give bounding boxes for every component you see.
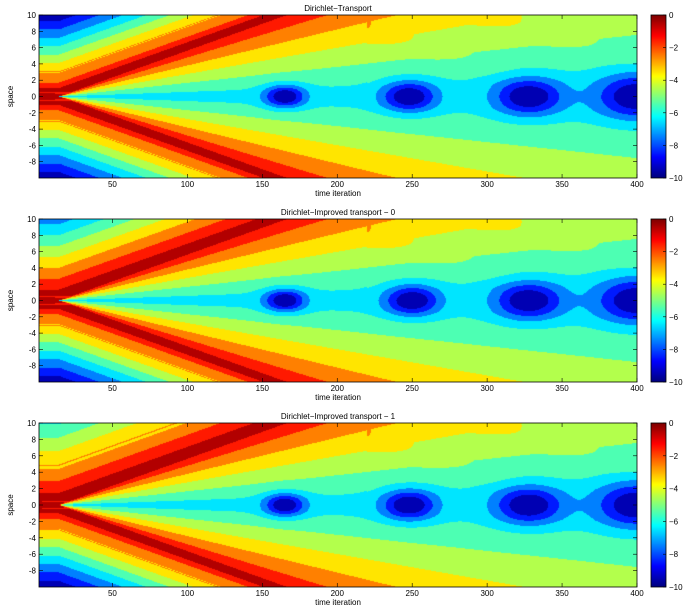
panel-2: Dirichlet−Improved transport − 050 100 150… [6, 208, 683, 402]
heatmap-image [39, 219, 637, 382]
colorbar-tick-label: −10 [669, 378, 683, 387]
x-tick-label: 250 [406, 384, 420, 393]
x-tick-label: 50 [108, 180, 117, 189]
colorbar-tick-label: −6 [669, 109, 679, 118]
colorbar-tick-label: 0 [669, 419, 674, 428]
x-tick-label: 100 [181, 589, 195, 598]
colorbar [651, 219, 666, 382]
panel-title: Dirichlet−Improved transport − 0 [281, 208, 396, 217]
x-tick-label: 250 [406, 180, 420, 189]
y-tick-label: 6 [32, 248, 37, 257]
colorbar-tick-label: −8 [669, 141, 679, 150]
y-tick-label: 2 [32, 485, 37, 494]
colorbar-tick-label: −6 [669, 313, 679, 322]
y-tick-label: 2 [32, 76, 37, 85]
y-tick-label: -6 [29, 345, 37, 354]
y-tick-label: -4 [29, 329, 37, 338]
x-tick-label: 300 [480, 589, 494, 598]
x-tick-label: 350 [555, 589, 569, 598]
y-tick-label: 6 [32, 452, 37, 461]
x-tick-label: 150 [256, 384, 270, 393]
y-tick-label: -8 [29, 567, 37, 576]
y-tick-label: -2 [29, 313, 37, 322]
y-tick-label: -2 [29, 109, 37, 118]
colorbar-tick-label: −8 [669, 550, 679, 559]
y-tick-label: -6 [29, 550, 37, 559]
panel-title: Dirichlet−Transport [304, 4, 372, 13]
y-tick-label: -8 [29, 362, 37, 371]
panel-title: Dirichlet−Improved transport − 1 [281, 412, 396, 421]
colorbar-tick-label: −6 [669, 517, 679, 526]
x-tick-label: 50 [108, 384, 117, 393]
x-tick-label: 250 [406, 589, 420, 598]
colorbar-tick-label: −10 [669, 174, 683, 183]
x-tick-label: 300 [480, 180, 494, 189]
colorbar-tick-label: −4 [669, 280, 679, 289]
y-tick-label: -6 [29, 141, 37, 150]
y-axis-label: space [6, 85, 15, 107]
heatmap-image [39, 423, 637, 587]
y-tick-label: 0 [32, 297, 37, 306]
y-tick-label: -8 [29, 158, 37, 167]
colorbar-tick-label: 0 [669, 215, 674, 224]
x-tick-label: 200 [331, 589, 345, 598]
y-axis-label: space [6, 289, 15, 311]
y-tick-label: 4 [32, 264, 37, 273]
x-tick-label: 100 [181, 180, 195, 189]
y-tick-label: 8 [32, 27, 37, 36]
colorbar-tick-label: −10 [669, 583, 683, 592]
x-tick-label: 150 [256, 589, 270, 598]
y-tick-label: -4 [29, 125, 37, 134]
x-tick-label: 400 [630, 384, 644, 393]
x-tick-label: 200 [331, 180, 345, 189]
colorbar-frame [650, 422, 667, 588]
y-tick-label: -4 [29, 534, 37, 543]
y-axis-label: space [6, 494, 15, 516]
panel-3: Dirichlet−Improved transport − 150 100 150… [6, 412, 683, 607]
colorbar-tick-label: −8 [669, 345, 679, 354]
x-tick-label: 100 [181, 384, 195, 393]
colorbar-tick-label: −4 [669, 76, 679, 85]
x-tick-label: 300 [480, 384, 494, 393]
heatmap-image [39, 15, 637, 178]
x-tick-label: 350 [555, 180, 569, 189]
y-tick-label: 10 [27, 419, 36, 428]
x-axis-label: time iteration [315, 598, 361, 607]
y-tick-label: 10 [27, 215, 36, 224]
x-tick-label: 400 [630, 589, 644, 598]
colorbar-tick-label: −2 [669, 44, 679, 53]
y-tick-label: 8 [32, 231, 37, 240]
x-tick-label: 200 [331, 384, 345, 393]
y-tick-label: 0 [32, 501, 37, 510]
y-tick-label: 4 [32, 468, 37, 477]
x-tick-label: 150 [256, 180, 270, 189]
x-tick-label: 350 [555, 384, 569, 393]
colorbar-frame [650, 14, 667, 179]
colorbar [651, 15, 666, 178]
colorbar [651, 423, 666, 587]
x-axis-label: time iteration [315, 189, 361, 198]
y-tick-label: 10 [27, 11, 36, 20]
colorbar-tick-label: −2 [669, 248, 679, 257]
y-tick-label: 4 [32, 60, 37, 69]
x-tick-label: 50 [108, 589, 117, 598]
y-tick-label: 8 [32, 435, 37, 444]
x-axis-label: time iteration [315, 393, 361, 402]
y-tick-label: -2 [29, 517, 37, 526]
colorbar-tick-label: −2 [669, 452, 679, 461]
y-tick-label: 0 [32, 93, 37, 102]
y-tick-label: 6 [32, 44, 37, 53]
y-tick-label: 2 [32, 280, 37, 289]
x-tick-label: 400 [630, 180, 644, 189]
colorbar-tick-label: −4 [669, 485, 679, 494]
colorbar-frame [650, 218, 667, 383]
colorbar-tick-label: 0 [669, 11, 674, 20]
